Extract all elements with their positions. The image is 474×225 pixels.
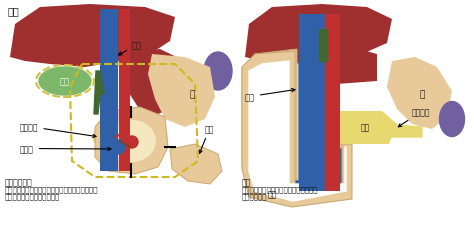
Text: 膵頭部、十二指腸、肝外胆管、胆嚢、小腸の一部
（胃はすべて温存されます）: 膵頭部、十二指腸、肝外胆管、胆嚢、小腸の一部 （胃はすべて温存されます） [5,185,99,199]
Polygon shape [325,15,339,189]
Polygon shape [148,55,215,127]
Text: 膵臓: 膵臓 [360,123,370,132]
Text: 胆管: 胆管 [118,41,142,56]
Polygon shape [170,144,222,184]
Text: 再建: 再建 [242,177,251,186]
Text: 胃: 胃 [189,90,195,99]
Text: 十二指腸: 十二指腸 [398,108,430,127]
Polygon shape [299,15,325,187]
Polygon shape [10,5,175,68]
Text: 胆嚢: 胆嚢 [60,77,70,86]
Polygon shape [325,15,339,187]
Text: 肝臓: 肝臓 [8,6,20,16]
Polygon shape [319,30,327,62]
Text: 小腸: 小腸 [199,124,214,154]
Polygon shape [247,62,342,199]
Polygon shape [340,112,397,144]
Circle shape [111,140,125,154]
Polygon shape [299,15,325,191]
Polygon shape [299,15,325,189]
Polygon shape [242,50,345,204]
Text: 胆管: 胆管 [245,89,295,101]
Polygon shape [242,52,352,207]
Polygon shape [382,124,422,137]
Ellipse shape [108,120,156,162]
Polygon shape [100,10,118,171]
Text: 小腸: 小腸 [267,190,277,199]
Polygon shape [325,15,340,191]
Text: 十二指腸: 十二指腸 [20,122,96,138]
Text: 膵臓と腸、胆管と小腸、十二指腸と小腸
をつなげます: 膵臓と腸、胆管と小腸、十二指腸と小腸 をつなげます [242,185,319,199]
Polygon shape [312,48,377,85]
Circle shape [126,136,138,148]
Polygon shape [95,108,168,174]
Text: 胃: 胃 [419,90,425,99]
Text: 摘出する範囲: 摘出する範囲 [5,177,33,186]
Polygon shape [119,10,130,171]
Polygon shape [94,72,104,115]
Ellipse shape [92,119,167,156]
Ellipse shape [204,53,232,91]
Polygon shape [245,5,392,65]
Polygon shape [387,58,452,129]
Ellipse shape [439,102,465,137]
Ellipse shape [39,68,91,96]
Polygon shape [249,62,346,201]
Polygon shape [120,50,188,115]
Text: 膵がん: 膵がん [20,144,111,153]
